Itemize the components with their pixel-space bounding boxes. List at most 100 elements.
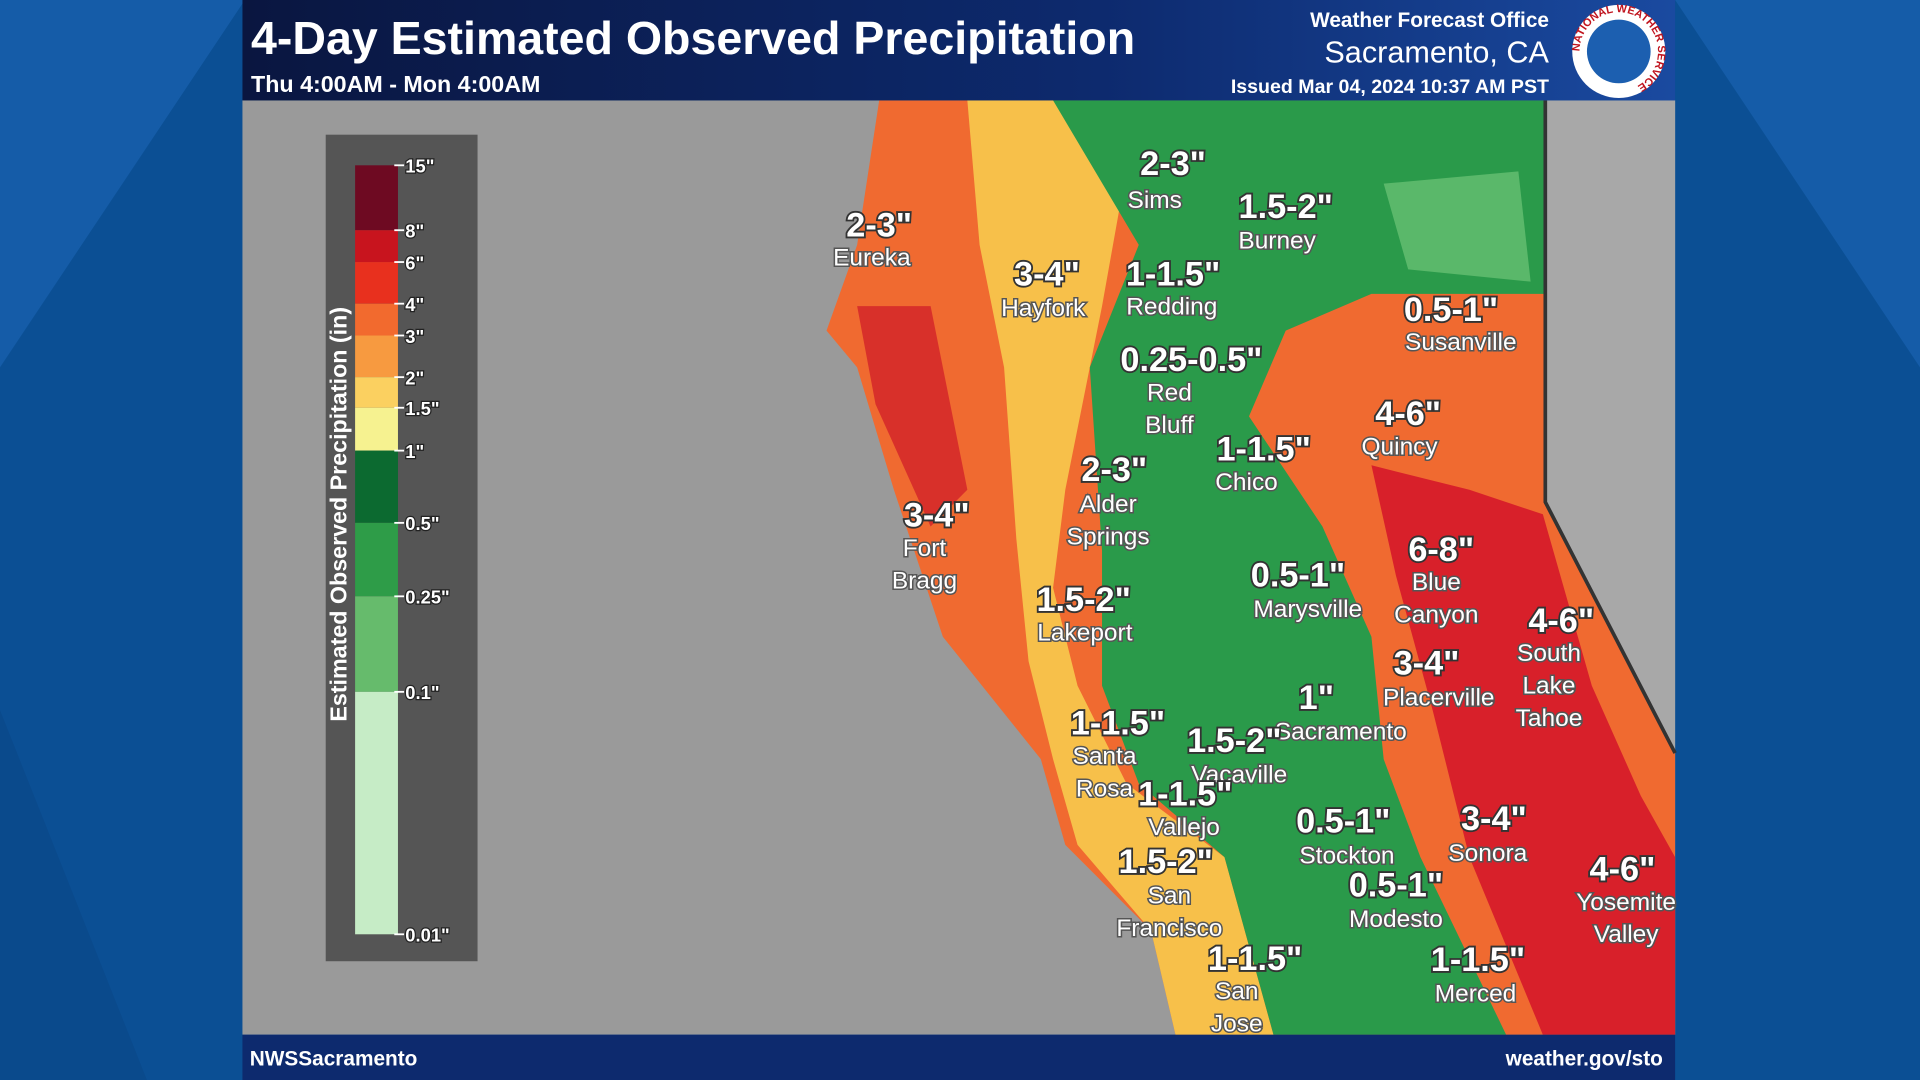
- legend-label: 3": [405, 326, 424, 347]
- legend-swatch: [355, 335, 398, 378]
- city-label: Susanville: [1405, 329, 1517, 356]
- amount-label: 0.5-1": [1296, 803, 1390, 841]
- legend-label: 0.5": [405, 513, 439, 534]
- city-label: Rosa: [1076, 776, 1134, 803]
- legend-label: 0.01": [405, 925, 449, 946]
- amount-label: 1.5-2": [1239, 188, 1333, 226]
- amount-label: 3-4": [1014, 255, 1080, 293]
- legend-title: Estimated Observed Precipitation (in): [326, 307, 352, 722]
- legend-swatch: [355, 522, 398, 597]
- legend-swatch: [355, 450, 398, 523]
- city-label: Placerville: [1383, 684, 1495, 711]
- nevada: [1545, 100, 1676, 754]
- amount-label: 1": [1299, 679, 1334, 717]
- city-label: Modesto: [1349, 906, 1443, 933]
- legend-swatch: [355, 262, 398, 304]
- city-label: Red: [1147, 379, 1192, 406]
- header-bar: [242, 0, 1676, 101]
- city-label: Sims: [1128, 187, 1182, 214]
- bg-panel: [0, 710, 147, 1080]
- city-label: Vallejo: [1148, 814, 1220, 841]
- city-label: San: [1148, 883, 1192, 910]
- city-label: Blue: [1412, 569, 1461, 596]
- precip-area: [1371, 465, 1676, 1035]
- city-label: San: [1215, 978, 1259, 1005]
- precip-area: [857, 306, 968, 527]
- legend-swatch: [355, 596, 398, 692]
- city-label: Sacramento: [1275, 719, 1407, 746]
- amount-label: 2-3": [1081, 451, 1147, 489]
- city-label: Alder: [1080, 491, 1137, 518]
- amount-label: 0.5-1": [1349, 866, 1443, 904]
- logo: [1586, 19, 1651, 84]
- amount-label: 3-4": [904, 497, 970, 535]
- state-border: [1543, 100, 1677, 754]
- city-label: Valley: [1594, 921, 1660, 948]
- legend-label: 6": [405, 252, 424, 273]
- city-label: Redding: [1126, 294, 1217, 321]
- bg-panel: [0, 0, 245, 368]
- city-label: Burney: [1238, 228, 1316, 255]
- amount-label: 4-6": [1590, 850, 1656, 888]
- legend-swatch: [355, 377, 398, 408]
- amount-label: 1-1.5": [1126, 255, 1220, 293]
- legend-swatch: [355, 691, 398, 935]
- city-label: South: [1517, 640, 1581, 667]
- legend-swatch: [355, 407, 398, 451]
- legend-label: 1.5": [405, 398, 439, 419]
- legend-label: 2": [405, 367, 424, 388]
- issued: Issued Mar 04, 2024 10:37 AM PST: [1231, 76, 1549, 98]
- amount-label: 6-8": [1408, 531, 1474, 569]
- office: Weather Forecast Office: [1310, 9, 1549, 32]
- amount-label: 4-6": [1528, 602, 1594, 640]
- city-label: Marysville: [1253, 596, 1362, 623]
- city-label: Quincy: [1362, 433, 1439, 460]
- amount-label: 0.5-1": [1251, 557, 1345, 595]
- city-label: Fort: [903, 535, 947, 562]
- city-label: Santa: [1073, 743, 1137, 770]
- subtitle: Thu 4:00AM - Mon 4:00AM: [251, 71, 540, 97]
- amount-label: 3-4": [1461, 800, 1527, 838]
- city-label: Chico: [1215, 469, 1278, 496]
- amount-label: 1.5-2": [1187, 722, 1281, 760]
- legend-label: 8": [405, 221, 424, 242]
- amount-label: 1-1.5": [1216, 430, 1310, 468]
- legend-box: [325, 134, 478, 962]
- amount-label: 1.5-2": [1119, 843, 1213, 881]
- location: Sacramento, CA: [1324, 35, 1549, 69]
- amount-label: 1-1.5": [1431, 941, 1525, 979]
- city-label: Hayfork: [1001, 295, 1086, 322]
- legend-label: 0.25": [405, 587, 449, 608]
- city-label: Lakeport: [1037, 619, 1132, 646]
- bg-panel: [1675, 0, 1920, 368]
- city-label: Francisco: [1116, 915, 1222, 942]
- city-label: Eureka: [833, 245, 911, 272]
- city-label: Yosemite: [1576, 889, 1676, 916]
- legend-label: 1": [405, 441, 424, 462]
- title: 4-Day Estimated Observed Precipitation: [251, 12, 1135, 64]
- amount-label: 3-4": [1394, 645, 1460, 683]
- footer-bar: [242, 1034, 1676, 1080]
- legend-label: 4": [405, 294, 424, 315]
- city-label: Stockton: [1299, 842, 1394, 869]
- legend-label: 0.1": [405, 682, 439, 703]
- legend-label: 15": [405, 156, 434, 177]
- city-label: Jose: [1211, 1011, 1263, 1038]
- city-label: Springs: [1067, 523, 1150, 550]
- city-label: Bluff: [1145, 412, 1194, 439]
- city-label: Lake: [1522, 673, 1575, 700]
- city-label: Merced: [1435, 981, 1517, 1008]
- legend-swatch: [355, 303, 398, 336]
- amount-label: 1.5-2": [1036, 581, 1130, 619]
- amount-label: 1-1.5": [1071, 705, 1165, 743]
- precip-area: [967, 100, 1274, 1035]
- precip-area: [1053, 100, 1546, 1035]
- amount-label: 0.5-1": [1404, 291, 1498, 329]
- amount-label: 0.25-0.5": [1120, 341, 1262, 379]
- legend-swatch: [355, 230, 398, 263]
- amount-label: 1-1.5": [1208, 940, 1302, 978]
- city-label: Sonora: [1448, 840, 1527, 867]
- precip-area: [1383, 171, 1531, 282]
